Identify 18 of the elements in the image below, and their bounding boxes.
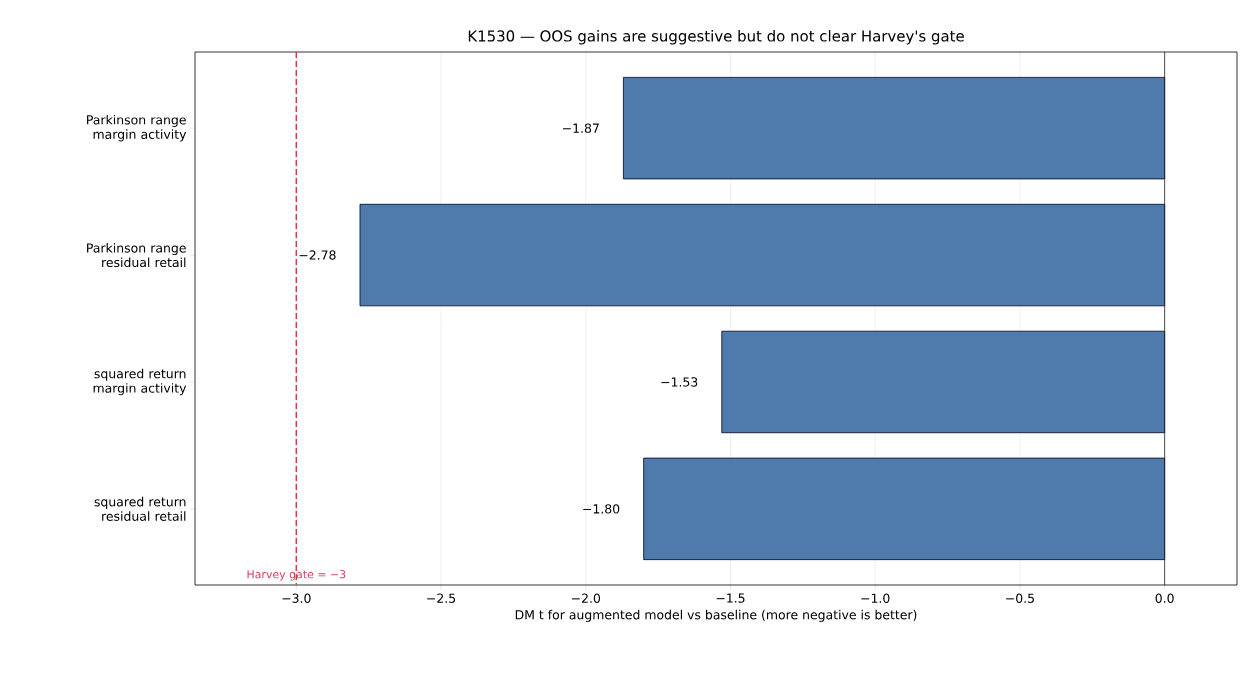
y-tick-label: squared return margin activity <box>93 368 187 396</box>
y-tick-label: Parkinson range margin activity <box>87 114 187 142</box>
x-tick-label: −2.5 <box>427 593 456 603</box>
x-tick-label: −1.0 <box>861 593 890 603</box>
x-axis-title: DM t for augmented model vs baseline (more negative is better) <box>515 609 917 622</box>
chart-title: K1530 — OOS gains are suggestive but do not clear Harvey's gate <box>468 30 964 45</box>
x-tick-label: −1.5 <box>716 593 745 603</box>
x-tick-label: 0.0 <box>1155 593 1174 603</box>
data-label: −2.78 <box>299 250 336 260</box>
data-label: −1.80 <box>583 504 620 514</box>
x-tick-label: −0.5 <box>1006 593 1034 603</box>
x-tick-label: −3.0 <box>282 593 311 603</box>
data-label: −1.53 <box>661 377 698 387</box>
data-label: −1.87 <box>563 123 599 133</box>
ref-line-label: Harvey gate = −3 <box>247 570 346 581</box>
y-tick-label: squared return residual retail <box>94 496 186 521</box>
y-tick-label: Parkinson range residual retail <box>87 243 186 268</box>
x-tick-label: −2.0 <box>571 593 601 603</box>
